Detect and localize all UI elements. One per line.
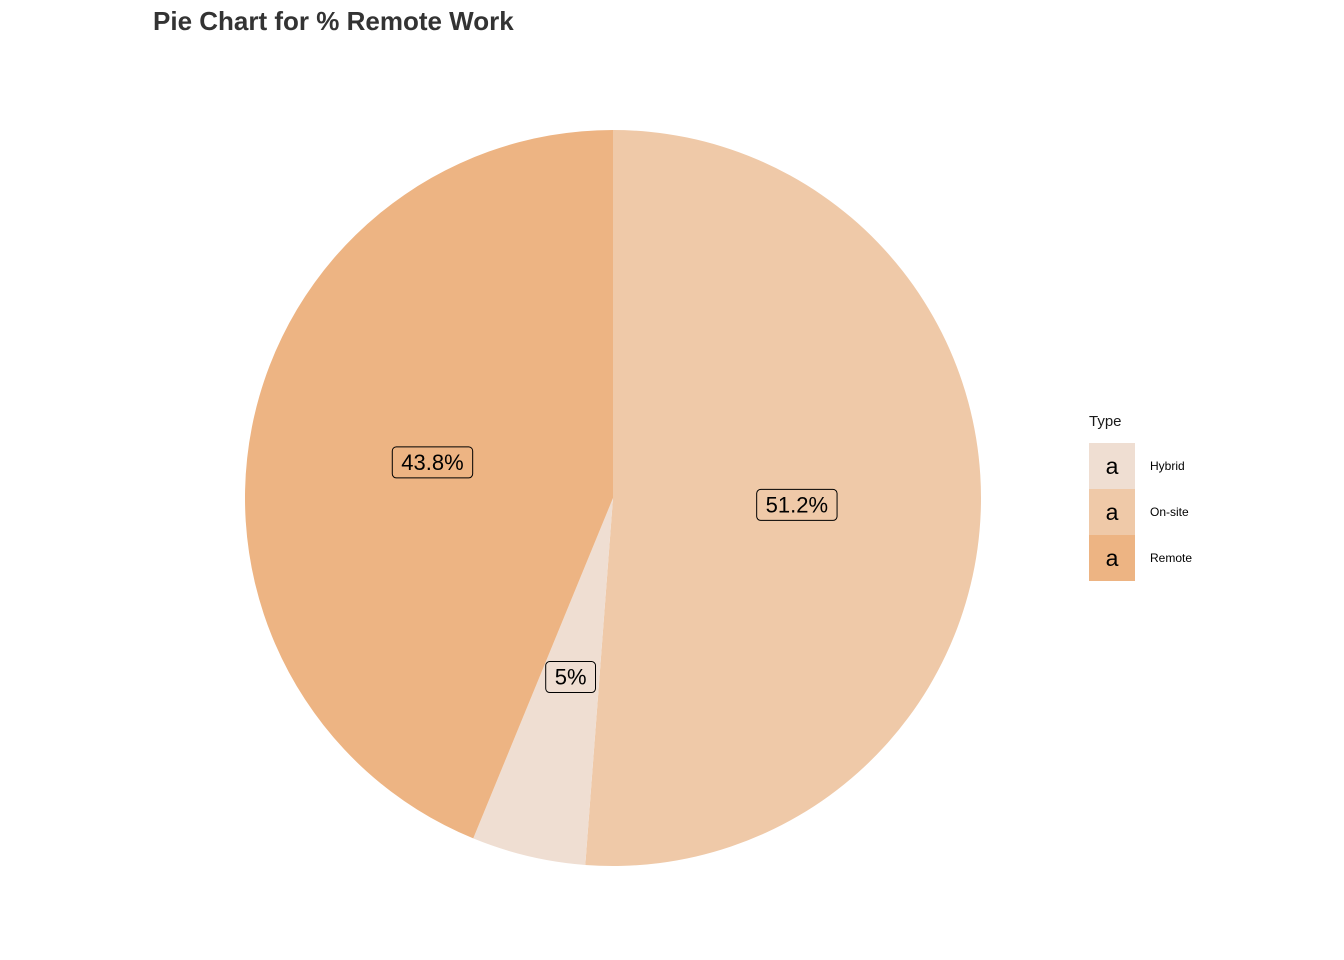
legend-title: Type xyxy=(1089,413,1122,430)
slice-label-box xyxy=(545,661,597,694)
legend-item-on-site: a On-site xyxy=(1089,489,1192,535)
slice-label-hybrid: 5% xyxy=(545,661,597,694)
legend-item-hybrid: a Hybrid xyxy=(1089,443,1192,489)
legend: Type a Hybrid a On-site a Remote xyxy=(1089,413,1192,581)
slice-label-box xyxy=(756,488,838,521)
slice-label-text: 5% xyxy=(555,665,587,690)
legend-label: Remote xyxy=(1150,551,1193,565)
legend-key-swatch: a xyxy=(1089,443,1135,489)
slice-label-on-site: 51.2% xyxy=(756,488,838,521)
slice-label-text: 43.8% xyxy=(401,450,463,475)
legend-items: a Hybrid a On-site a Remote xyxy=(1089,443,1192,581)
legend-label: Hybrid xyxy=(1150,459,1185,473)
chart-title: Pie Chart for % Remote Work xyxy=(153,6,514,36)
slice-label-box xyxy=(391,446,474,479)
pie-slice-hybrid xyxy=(473,498,613,865)
slice-label-remote: 43.8% xyxy=(391,446,474,479)
legend-item-remote: a Remote xyxy=(1089,535,1192,581)
legend-key-swatch: a xyxy=(1089,489,1135,535)
slice-label-text: 51.2% xyxy=(766,492,828,517)
legend-label: On-site xyxy=(1150,505,1189,519)
pie-slice-remote xyxy=(244,130,614,839)
legend-key-swatch: a xyxy=(1089,535,1135,581)
